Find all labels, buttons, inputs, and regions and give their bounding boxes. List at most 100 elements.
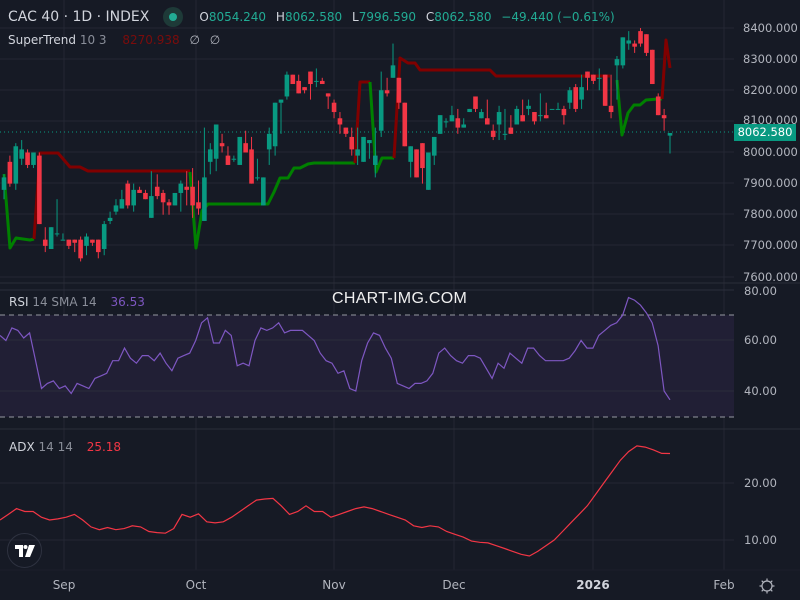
- candle: [172, 192, 178, 206]
- adx-tick: 10.00: [744, 533, 777, 547]
- candle: [614, 59, 620, 66]
- time-tick: Oct: [185, 578, 207, 592]
- candle: [302, 87, 307, 91]
- candle: [66, 239, 72, 246]
- candle: [626, 40, 632, 44]
- candle: [219, 143, 225, 147]
- candle: [602, 74, 608, 106]
- candle: [13, 146, 19, 184]
- rsi-legend[interactable]: RSI 14 SMA 14 36.53: [9, 295, 145, 309]
- candle: [667, 133, 673, 136]
- candle: [154, 186, 160, 197]
- candle: [449, 115, 455, 122]
- candle: [526, 105, 531, 109]
- high-value: 8062.580: [284, 10, 343, 24]
- last-price-tag: 8062.580: [734, 124, 796, 141]
- candle: [414, 149, 419, 178]
- candle: [378, 90, 384, 131]
- candle: [149, 196, 154, 218]
- candle: [290, 74, 296, 85]
- candle: [255, 177, 260, 179]
- candle: [561, 108, 567, 116]
- candle: [72, 239, 78, 243]
- price-tick: 8000.000: [743, 145, 798, 159]
- candle: [538, 115, 543, 117]
- candle: [408, 146, 413, 162]
- settings-gear-icon[interactable]: [759, 578, 775, 594]
- candle: [243, 143, 248, 153]
- candle: [502, 133, 508, 135]
- candle: [196, 202, 201, 209]
- candle: [237, 136, 243, 165]
- candle: [184, 186, 190, 190]
- candle: [137, 189, 142, 193]
- candle: [96, 239, 101, 253]
- candlestick-series: [1, 28, 673, 262]
- rsi-tick: 80.00: [744, 284, 777, 298]
- price-tick: 7600.000: [743, 270, 798, 284]
- candle: [314, 80, 319, 82]
- candle: [473, 96, 478, 109]
- candle: [608, 105, 614, 113]
- adx-tick: 20.00: [744, 476, 777, 490]
- supertrend-downtrend-line-4: [660, 38, 672, 100]
- candle: [479, 112, 484, 119]
- candle: [278, 99, 284, 103]
- supertrend-legend[interactable]: SuperTrend 10 3 8270.938 ∅ ∅: [8, 33, 221, 47]
- supertrend-uptrend-line-2: [188, 161, 355, 250]
- candle: [113, 205, 119, 212]
- candle: [213, 124, 219, 159]
- candle: [620, 37, 626, 66]
- change-value: −49.440 (−0.61%): [501, 10, 615, 24]
- candle: [119, 199, 125, 209]
- candle: [632, 43, 637, 47]
- supertrend-uptrend-line-4: [615, 79, 662, 137]
- ohlc-values: O8054.240 H8062.580 L7996.590 C8062.580 …: [199, 10, 615, 24]
- time-tick: Feb: [713, 578, 735, 592]
- candle: [272, 102, 278, 147]
- candle: [54, 233, 60, 235]
- price-tick: 8400.000: [743, 21, 798, 35]
- open-value: 8054.240: [208, 10, 267, 24]
- candle: [443, 121, 449, 123]
- candle: [361, 136, 366, 162]
- candle: [496, 112, 502, 125]
- candle: [337, 118, 343, 125]
- adx-value: 25.18: [86, 440, 122, 454]
- candle: [308, 71, 313, 85]
- supertrend-downtrend-line-3: [392, 56, 610, 159]
- candle: [467, 108, 472, 113]
- candle: [596, 77, 602, 79]
- supertrend-downtrend-line-2: [353, 80, 370, 164]
- candle: [331, 102, 337, 113]
- tradingview-logo-icon[interactable]: [7, 533, 42, 568]
- supertrend-downtrend-line-1: [32, 151, 190, 240]
- candle: [355, 149, 360, 156]
- candle: [638, 31, 643, 44]
- candle: [325, 93, 331, 97]
- rsi-tick: 40.00: [744, 384, 777, 398]
- candle: [37, 155, 42, 225]
- rsi-band-fill: [0, 315, 734, 417]
- candle: [284, 74, 290, 97]
- price-tick: 8100.000: [743, 113, 798, 127]
- candle: [84, 236, 89, 246]
- empty-value-icon: ∅: [209, 33, 221, 47]
- candle: [585, 71, 590, 78]
- candle: [143, 192, 148, 200]
- candle: [390, 65, 396, 78]
- adx-legend[interactable]: ADX 14 14 25.18: [9, 440, 122, 454]
- candle: [125, 183, 131, 206]
- candle: [437, 115, 443, 134]
- candle: [131, 189, 136, 206]
- candle: [543, 115, 549, 119]
- symbol-title[interactable]: CAC 40 · 1D · INDEX: [8, 9, 150, 25]
- supertrend-value: 8270.938: [122, 33, 180, 47]
- candle: [107, 217, 113, 221]
- candle: [573, 87, 578, 109]
- candle: [90, 239, 95, 243]
- adx-grid: [0, 482, 734, 541]
- candle: [591, 74, 596, 81]
- candle: [655, 96, 661, 116]
